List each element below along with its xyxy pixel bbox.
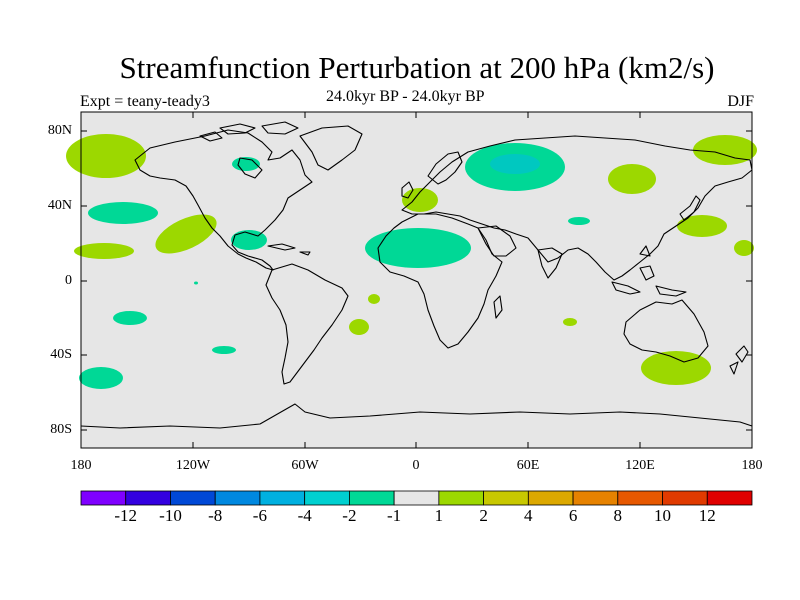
anomaly-region-positive — [74, 243, 134, 259]
experiment-label: Expt = teany-teady3 — [80, 93, 210, 110]
colorbar-tick-label: -4 — [297, 506, 312, 525]
coastline-hudson-bay — [237, 157, 263, 179]
colorbar-tick-label: 2 — [479, 506, 488, 525]
colorbar-tick-label: -1 — [387, 506, 402, 525]
coastline-north-america — [134, 129, 313, 271]
plot-title: Streamfunction Perturbation at 200 hPa (… — [119, 50, 715, 85]
colorbar-swatch — [662, 490, 708, 506]
lat-ticks — [81, 130, 752, 431]
coastlines — [80, 121, 753, 429]
coastline-australia — [623, 299, 709, 363]
anomaly-region-positive — [693, 135, 757, 165]
colorbar — [80, 490, 753, 506]
colorbar-swatch — [170, 490, 216, 506]
anomaly-dot — [194, 281, 198, 285]
anomaly-region-negative — [231, 230, 267, 250]
colorbar-swatch — [527, 490, 574, 506]
colorbar-tick-label: -6 — [252, 506, 267, 525]
coastline-antarctica — [80, 403, 753, 429]
anomaly-region-negative — [365, 228, 471, 268]
anomaly-region-positive — [677, 215, 727, 237]
coastline-new-zealand — [729, 345, 749, 375]
anomaly-region-positive — [368, 294, 380, 304]
colorbar-swatch — [125, 490, 171, 506]
coastline-madagascar — [493, 295, 503, 319]
colorbar-swatch — [438, 490, 484, 506]
coastline-se-asia-islands — [611, 245, 687, 297]
lon-label-120w: 120W — [175, 458, 211, 473]
lat-label-40s: 40S — [50, 347, 72, 362]
lon-ticks — [192, 112, 641, 448]
colorbar-tick-label: -12 — [114, 506, 138, 525]
lon-label-120e: 120E — [625, 458, 655, 473]
lon-label-180e: 180 — [741, 458, 763, 473]
anomaly-region-positive — [734, 240, 754, 256]
anomaly-region-positive — [608, 164, 656, 194]
colorbar-swatch — [393, 490, 440, 506]
lat-label-80s: 80S — [50, 422, 72, 437]
colorbar-tick-label: 10 — [654, 506, 671, 525]
coastline-africa — [377, 213, 503, 349]
anomaly-regions — [66, 134, 757, 389]
coastline-india — [537, 247, 563, 279]
colorbar-swatch — [572, 490, 619, 506]
anomaly-region-negative-core — [490, 154, 540, 174]
colorbar-swatch — [617, 490, 663, 506]
colorbar-tick-label: -10 — [159, 506, 182, 525]
colorbar-swatch — [304, 490, 350, 506]
anomaly-region-positive — [563, 318, 577, 326]
colorbar-swatch — [214, 490, 261, 506]
coastline-greenland — [299, 125, 363, 171]
colorbar-tick-label: -2 — [342, 506, 357, 525]
anomaly-region-negative — [568, 217, 590, 225]
coastline-south-america — [265, 263, 349, 385]
lon-label-180w: 180 — [70, 458, 92, 473]
coastline-british-isles — [401, 181, 414, 199]
lon-label-60w: 60W — [291, 458, 319, 473]
anomaly-region-positive — [66, 134, 146, 178]
colorbar-tick-label: 8 — [613, 506, 623, 525]
coastline-scandinavia — [427, 151, 463, 185]
anomaly-region-positive — [155, 214, 217, 254]
anomaly-region-negative — [79, 367, 123, 389]
map-background — [81, 112, 752, 448]
colorbar-swatch — [259, 490, 306, 506]
anomaly-region-negative — [88, 202, 158, 224]
plot-subtitle: 24.0kyr BP - 24.0kyr BP — [326, 88, 485, 105]
colorbar-tick-label: 12 — [698, 506, 716, 525]
anomaly-region-positive — [349, 319, 369, 335]
coastline-arctic-islands — [199, 121, 299, 142]
colorbar-tick-label: 4 — [524, 506, 533, 525]
colorbar-tick-label: 1 — [434, 506, 444, 525]
season-label: DJF — [727, 93, 754, 110]
lat-label-80n: 80N — [47, 123, 72, 138]
lon-label-0: 0 — [412, 458, 420, 473]
lon-label-60e: 60E — [516, 458, 540, 473]
colorbar-tick-label: -8 — [208, 506, 223, 525]
lat-label-40n: 40N — [47, 198, 72, 213]
colorbar-swatch — [706, 490, 753, 506]
colorbar-swatch — [348, 490, 395, 506]
coastline-japan — [679, 195, 701, 221]
lat-label-equator: 0 — [65, 273, 72, 288]
anomaly-region-negative — [113, 311, 147, 325]
anomaly-region-positive — [641, 351, 711, 385]
coastline-arabia — [477, 225, 517, 257]
colorbar-tick-label: 6 — [568, 506, 578, 525]
coastline-caribbean — [267, 243, 311, 256]
colorbar-swatch — [80, 490, 127, 506]
colorbar-swatch — [483, 490, 529, 506]
anomaly-region-negative — [212, 346, 236, 354]
